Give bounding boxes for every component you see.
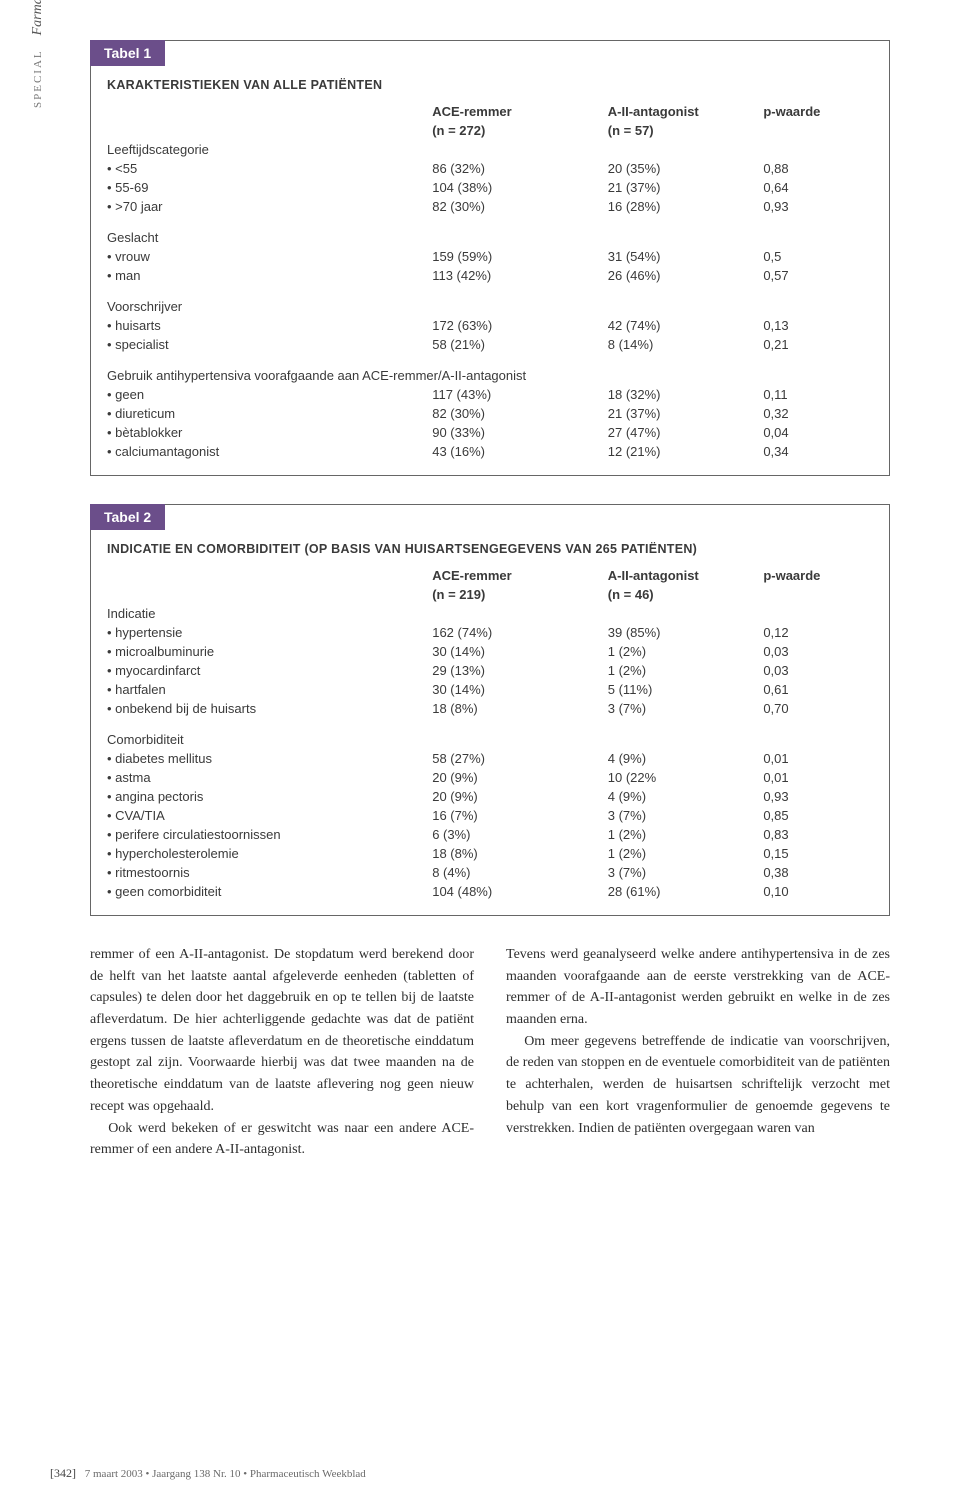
- t2-sec2: Comorbiditeit: [91, 718, 402, 749]
- table-row: microalbuminurie30 (14%)1 (2%)0,03: [91, 642, 889, 661]
- t2-colB-h2: (n = 46): [578, 585, 754, 604]
- t1-colA-h1: ACE-remmer: [402, 102, 578, 121]
- table-row: ritmestoornis8 (4%)3 (7%)0,38: [91, 863, 889, 882]
- table-row: onbekend bij de huisarts18 (8%)3 (7%)0,7…: [91, 699, 889, 718]
- table-row: hypercholesterolemie18 (8%)1 (2%)0,15: [91, 844, 889, 863]
- t2-colA-h1: ACE-remmer: [402, 566, 578, 585]
- table-row: hartfalen30 (14%)5 (11%)0,61: [91, 680, 889, 699]
- body-left-p2: Ook werd bekeken of er geswitcht was naa…: [90, 1118, 474, 1161]
- table2-box: Tabel 2 INDICATIE EN COMORBIDITEIT (OP B…: [90, 504, 890, 916]
- table-row: geen comorbiditeit104 (48%)28 (61%)0,10: [91, 882, 889, 901]
- table-row: diureticum82 (30%)21 (37%)0,32: [91, 404, 889, 423]
- table-row: diabetes mellitus58 (27%)4 (9%)0,01: [91, 749, 889, 768]
- footer-line: 7 maart 2003 • Jaargang 138 Nr. 10 • Pha…: [85, 1468, 366, 1480]
- footer: [342] 7 maart 2003 • Jaargang 138 Nr. 10…: [50, 1466, 366, 1481]
- table-row: perifere circulatiestoornissen6 (3%)1 (2…: [91, 825, 889, 844]
- table1-label: Tabel 1: [90, 40, 165, 66]
- t1-sec1: Leeftijdscategorie: [91, 140, 402, 159]
- table-row: vrouw159 (59%)31 (54%)0,5: [91, 247, 889, 266]
- table1-box: Tabel 1 KARAKTERISTIEKEN VAN ALLE PATIËN…: [90, 40, 890, 476]
- table-row: <5586 (32%)20 (35%)0,88: [91, 159, 889, 178]
- sidebar-italic: Farmaceutisch praktijkonderzoek: [30, 0, 45, 35]
- table-row: myocardinfarct29 (13%)1 (2%)0,03: [91, 661, 889, 680]
- table-row: huisarts172 (63%)42 (74%)0,13: [91, 316, 889, 335]
- table2-label: Tabel 2: [90, 504, 165, 530]
- table2-title: INDICATIE EN COMORBIDITEIT (OP BASIS VAN…: [91, 530, 889, 566]
- t1-colA-h2: (n = 272): [402, 121, 578, 140]
- table-row: >70 jaar82 (30%)16 (28%)0,93: [91, 197, 889, 216]
- table1-title: KARAKTERISTIEKEN VAN ALLE PATIËNTEN: [91, 66, 889, 102]
- body-col-right: Tevens werd geanalyseerd welke andere an…: [506, 944, 890, 1161]
- table-row: bètablokker90 (33%)27 (47%)0,04: [91, 423, 889, 442]
- footer-page: [342]: [50, 1466, 76, 1481]
- sidebar-caps: SPECIAL: [32, 49, 44, 108]
- body-col-left: remmer of een A-II-antagonist. De stopda…: [90, 944, 474, 1161]
- t1-sec4: Gebruik antihypertensiva voorafgaande aa…: [91, 354, 889, 385]
- t2-colA-h2: (n = 219): [402, 585, 578, 604]
- table-row: geen117 (43%)18 (32%)0,11: [91, 385, 889, 404]
- body-left-p1: remmer of een A-II-antagonist. De stopda…: [90, 944, 474, 1118]
- table-row: CVA/TIA16 (7%)3 (7%)0,85: [91, 806, 889, 825]
- table-row: angina pectoris20 (9%)4 (9%)0,93: [91, 787, 889, 806]
- table-row: 55-69104 (38%)21 (37%)0,64: [91, 178, 889, 197]
- t1-sec2: Geslacht: [91, 216, 402, 247]
- table1: ACE-remmer A-II-antagonist p-waarde (n =…: [91, 102, 889, 461]
- body-columns: remmer of een A-II-antagonist. De stopda…: [90, 944, 890, 1161]
- sidebar-label: SPECIAL Farmaceutisch praktijkonderzoek: [30, 0, 46, 120]
- table-row: calciumantagonist43 (16%)12 (21%)0,34: [91, 442, 889, 461]
- t1-colB-h1: A-II-antagonist: [578, 102, 754, 121]
- table-row: hypertensie162 (74%)39 (85%)0,12: [91, 623, 889, 642]
- t1-sec3: Voorschrijver: [91, 285, 402, 316]
- body-right-p1: Tevens werd geanalyseerd welke andere an…: [506, 944, 890, 1031]
- t1-colB-h2: (n = 57): [578, 121, 754, 140]
- table-row: specialist58 (21%)8 (14%)0,21: [91, 335, 889, 354]
- t2-sec1: Indicatie: [91, 604, 402, 623]
- t2-colC-h1: p-waarde: [753, 566, 889, 585]
- table2: ACE-remmer A-II-antagonist p-waarde (n =…: [91, 566, 889, 901]
- table-row: man113 (42%)26 (46%)0,57: [91, 266, 889, 285]
- t1-colC-h1: p-waarde: [753, 102, 889, 121]
- table-row: astma20 (9%)10 (22%0,01: [91, 768, 889, 787]
- body-right-p2: Om meer gegevens betreffende de indicati…: [506, 1031, 890, 1139]
- t2-colB-h1: A-II-antagonist: [578, 566, 754, 585]
